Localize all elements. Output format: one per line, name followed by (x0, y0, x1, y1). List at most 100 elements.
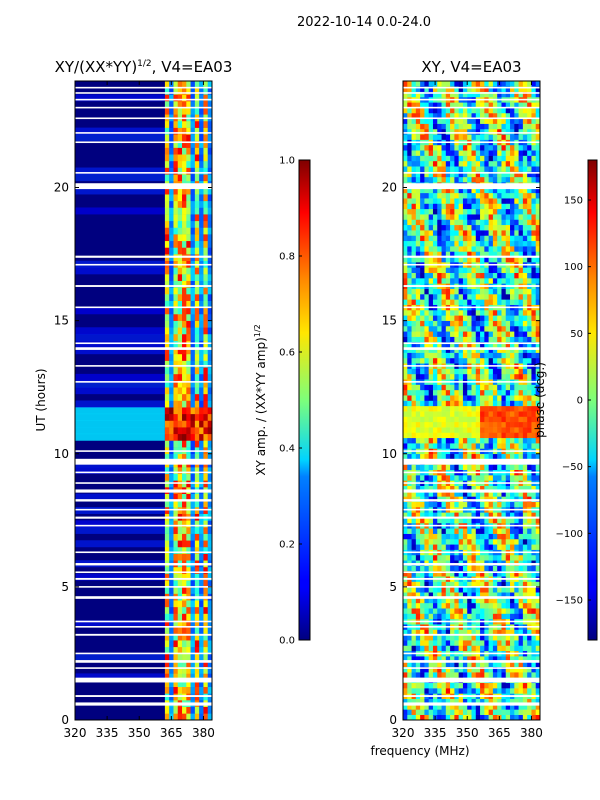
phase-cell (531, 411, 537, 417)
phase-cell (480, 565, 485, 572)
phase-cell (510, 134, 515, 140)
phase-cell (488, 613, 494, 620)
phase-cell (514, 256, 519, 263)
phase-cell (467, 698, 472, 705)
phase-cell (471, 592, 477, 598)
phase-cell (462, 464, 468, 471)
phase-cell (531, 586, 537, 593)
phase-cell (415, 443, 421, 449)
phase-cell (471, 554, 477, 561)
phase-cell (432, 267, 438, 273)
quiet-cell (75, 307, 165, 315)
signal-cell (173, 620, 179, 628)
signal-cell (177, 633, 183, 641)
phase-cell (420, 570, 425, 577)
phase-cell (458, 309, 464, 316)
phase-cell (531, 666, 537, 673)
phase-cell (437, 325, 442, 332)
phase-cell (475, 208, 481, 215)
phase-cell (407, 336, 412, 343)
phase-cell (471, 634, 477, 641)
phase-cell (497, 368, 502, 375)
phase-cell (411, 709, 417, 715)
phase-cell (428, 613, 434, 620)
phase-cell (437, 608, 442, 614)
phase-cell (454, 368, 459, 375)
phase-cell (531, 645, 537, 652)
signal-cell (207, 94, 212, 102)
phase-cell (510, 400, 515, 407)
phase-cell (514, 661, 519, 668)
signal-cell (182, 473, 187, 481)
phase-cell (420, 400, 425, 407)
phase-cell (462, 128, 468, 135)
phase-cell (411, 592, 417, 598)
phase-cell (428, 224, 434, 231)
phase-cell (510, 544, 515, 550)
signal-cell (164, 500, 170, 508)
phase-cell (475, 592, 481, 598)
phase-cell (488, 107, 494, 114)
phase-cell (407, 411, 412, 417)
signal-cell (173, 613, 179, 621)
signal-cell (182, 646, 187, 654)
signal-cell (190, 680, 196, 688)
phase-cell (475, 347, 481, 353)
phase-cell (480, 416, 485, 423)
signal-cell (203, 367, 209, 375)
phase-cell (450, 432, 455, 439)
phase-cell (527, 187, 532, 194)
phase-cell (527, 640, 532, 646)
signal-cell (207, 207, 212, 215)
phase-cell (462, 251, 468, 258)
flagged-row (75, 660, 212, 663)
flagged-row (403, 667, 540, 669)
phase-cell (535, 219, 540, 226)
phase-cell (527, 538, 532, 545)
phase-cell (407, 554, 412, 561)
signal-cell (169, 526, 174, 534)
phase-cell (454, 325, 459, 332)
phase-cell (535, 315, 540, 321)
signal-cell (203, 107, 209, 115)
phase-cell (475, 102, 481, 108)
phase-cell (518, 656, 524, 662)
quiet-cell (75, 327, 165, 335)
signal-cell (203, 713, 209, 720)
phase-cell (522, 230, 528, 236)
phase-cell (505, 320, 511, 327)
signal-cell (207, 613, 212, 621)
phase-cell (522, 176, 528, 183)
phase-cell (424, 166, 429, 172)
signal-cell (194, 626, 200, 634)
phase-cell (531, 272, 537, 279)
phase-cell (415, 714, 421, 720)
phase-cell (437, 294, 442, 300)
phase-cell (518, 416, 524, 423)
signal-cell (169, 174, 174, 182)
phase-cell (424, 634, 429, 641)
phase-cell (488, 533, 494, 540)
phase-cell (411, 256, 417, 263)
phase-cell (403, 267, 408, 273)
phase-cell (505, 91, 511, 98)
phase-cell (514, 698, 519, 705)
phase-cell (467, 352, 472, 359)
phase-cell (441, 203, 447, 210)
phase-cell (411, 123, 417, 130)
signal-cell (164, 274, 170, 281)
phase-cell (407, 278, 412, 284)
signal-cell (182, 267, 187, 275)
signal-cell (169, 87, 174, 95)
phase-cell (492, 208, 498, 215)
phase-cell (437, 352, 442, 359)
phase-cell (420, 544, 425, 550)
phase-cell (497, 704, 502, 710)
phase-cell (458, 166, 464, 172)
signal-cell (199, 586, 204, 594)
phase-cell (518, 272, 524, 279)
phase-cell (432, 251, 438, 258)
phase-cell (527, 389, 532, 396)
phase-cell (420, 704, 425, 710)
phase-cell (488, 192, 494, 199)
